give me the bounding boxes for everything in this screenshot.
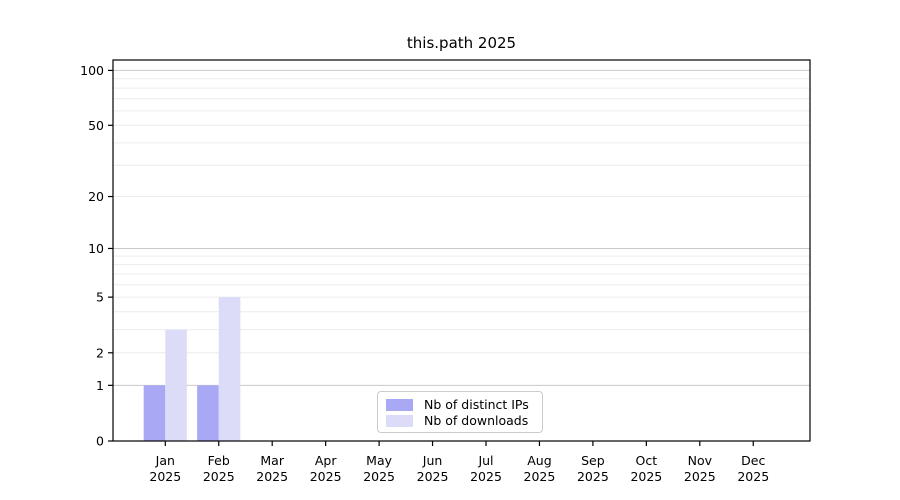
bar-jan-distinct-ips xyxy=(143,385,166,441)
x-tick-label-month: Oct xyxy=(636,453,658,468)
x-tick-label-year: 2025 xyxy=(684,469,716,484)
x-tick-label-year: 2025 xyxy=(524,469,556,484)
legend-item-distinct-ips: Nb of distinct IPs xyxy=(386,397,534,412)
x-tick-label-year: 2025 xyxy=(363,469,395,484)
y-tick-label: 100 xyxy=(80,63,104,78)
y-tick-label: 20 xyxy=(88,189,104,204)
x-tick-label-month: Aug xyxy=(527,453,551,468)
legend-swatch-distinct-ips xyxy=(386,398,413,411)
legend-label-distinct-ips: Nb of distinct IPs xyxy=(424,397,529,412)
y-tick-label: 2 xyxy=(96,345,104,360)
bar-jan-downloads xyxy=(165,329,187,441)
x-tick-label-year: 2025 xyxy=(203,469,235,484)
x-tick-label-month: Mar xyxy=(260,453,284,468)
chart-title: this.path 2025 xyxy=(406,34,517,52)
x-tick-label-year: 2025 xyxy=(310,469,342,484)
x-tick-label-month: Feb xyxy=(208,453,230,468)
x-tick-label-month: Apr xyxy=(315,453,337,468)
x-tick-label-month: Jul xyxy=(477,453,493,468)
x-tick-label-month: May xyxy=(366,453,392,468)
x-tick-label-month: Jan xyxy=(155,453,175,468)
x-tick-label-month: Nov xyxy=(688,453,713,468)
legend-swatch-downloads xyxy=(386,414,413,427)
x-tick-label-month: Jun xyxy=(422,453,443,468)
x-tick-label-year: 2025 xyxy=(149,469,181,484)
y-tick-label: 1 xyxy=(96,378,104,393)
bar-feb-distinct-ips xyxy=(197,385,219,441)
x-tick-label-month: Sep xyxy=(581,453,605,468)
x-tick-label-year: 2025 xyxy=(470,469,502,484)
plot-border xyxy=(112,59,811,442)
x-tick-label-year: 2025 xyxy=(737,469,769,484)
y-tick-label: 10 xyxy=(88,241,104,256)
x-tick-label-year: 2025 xyxy=(577,469,609,484)
y-tick-label: 5 xyxy=(96,290,104,305)
legend-label-downloads: Nb of downloads xyxy=(424,413,529,428)
legend-item-downloads: Nb of downloads xyxy=(386,413,534,428)
x-tick-label-month: Dec xyxy=(741,453,765,468)
y-tick-label: 50 xyxy=(88,118,104,133)
y-tick-label: 0 xyxy=(96,434,104,449)
x-tick-label-year: 2025 xyxy=(630,469,662,484)
x-tick-label-year: 2025 xyxy=(256,469,288,484)
legend: Nb of distinct IPs Nb of downloads xyxy=(377,391,543,433)
x-tick-label-year: 2025 xyxy=(417,469,449,484)
bar-feb-downloads xyxy=(218,297,241,441)
